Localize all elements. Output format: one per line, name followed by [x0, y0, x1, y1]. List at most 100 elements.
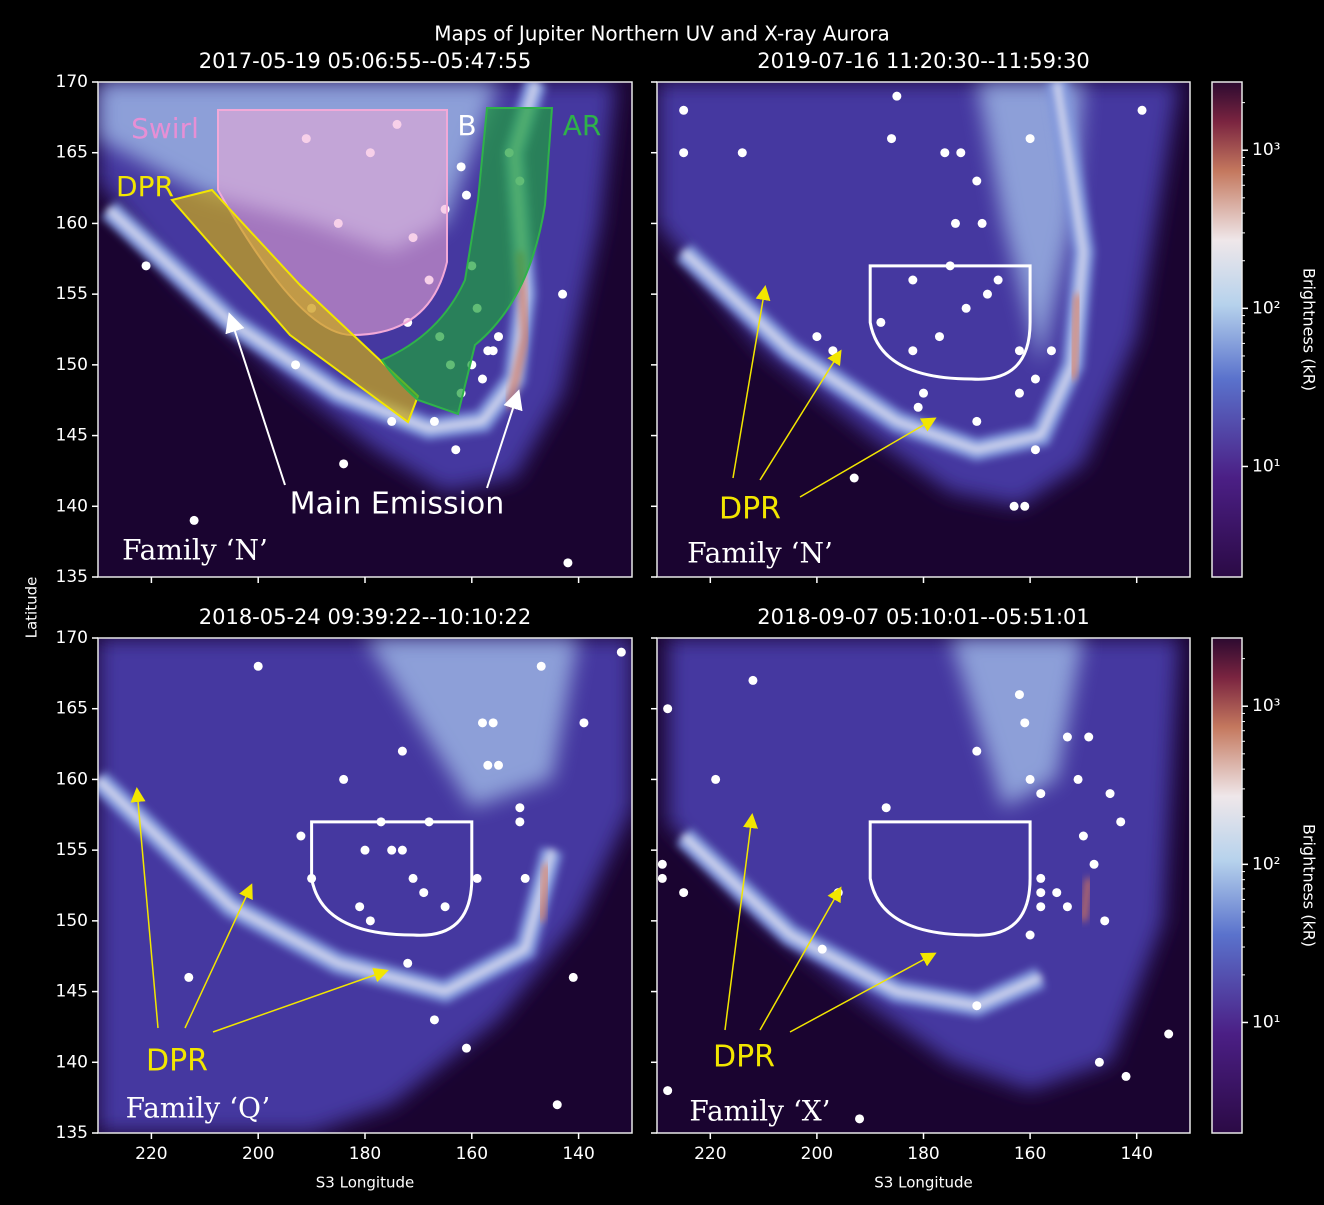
data-point [908, 346, 917, 355]
data-point [339, 775, 348, 784]
data-point [403, 959, 412, 968]
data-point [956, 148, 965, 157]
figure: Maps of Jupiter Northern UV and X-ray Au… [0, 0, 1324, 1205]
data-point [489, 718, 498, 727]
data-point [451, 445, 460, 454]
data-point [1036, 789, 1045, 798]
data-point [430, 1015, 439, 1024]
data-point [142, 261, 151, 270]
data-point [1026, 134, 1035, 143]
data-point [850, 474, 859, 483]
y-tick-label: 160 [56, 213, 88, 233]
annotation: DPR [719, 492, 781, 527]
annotation: B [457, 109, 476, 142]
y-tick-label: 150 [56, 355, 88, 375]
data-point [1036, 902, 1045, 911]
colorbar [1212, 82, 1242, 577]
data-point [494, 332, 503, 341]
data-point [361, 846, 370, 855]
data-point [521, 874, 530, 883]
data-point [478, 718, 487, 727]
x-tick-label: 220 [694, 1144, 726, 1164]
data-point [478, 375, 487, 384]
data-point [1020, 718, 1029, 727]
x-tick-label: 200 [801, 1144, 833, 1164]
data-point [1090, 860, 1099, 869]
data-point [972, 177, 981, 186]
data-point [387, 417, 396, 426]
data-point [1084, 733, 1093, 742]
data-point [387, 846, 396, 855]
data-point [569, 973, 578, 982]
data-point [462, 191, 471, 200]
data-point [425, 817, 434, 826]
y-tick-label: 170 [56, 628, 88, 648]
data-point [972, 747, 981, 756]
data-point [398, 846, 407, 855]
data-point [377, 817, 386, 826]
data-point [887, 134, 896, 143]
data-point [1031, 445, 1040, 454]
data-point [951, 219, 960, 228]
y-tick-label: 140 [56, 496, 88, 516]
data-point [366, 916, 375, 925]
data-point [1122, 1072, 1131, 1081]
data-point [1138, 106, 1147, 115]
y-tick-label: 135 [56, 1123, 88, 1143]
data-point [430, 417, 439, 426]
data-point [489, 346, 498, 355]
data-point [1052, 888, 1061, 897]
data-point [940, 148, 949, 157]
panel-title: 2018-09-07 05:10:01--05:51:01 [757, 605, 1090, 629]
data-point [919, 389, 928, 398]
x-axis-label: S3 Longitude [316, 1174, 414, 1192]
data-point [1074, 775, 1083, 784]
annotation: Swirl [131, 112, 199, 145]
panel-title: 2018-05-24 09:39:22--10:10:22 [199, 605, 532, 629]
data-point [1116, 817, 1125, 826]
data-point [1015, 389, 1024, 398]
data-point [876, 318, 885, 327]
annotation: Family ‘Q’ [126, 1092, 271, 1125]
data-point [1015, 346, 1024, 355]
data-point [679, 148, 688, 157]
data-point [935, 332, 944, 341]
data-point [738, 148, 747, 157]
colorbar [1212, 638, 1242, 1133]
data-point [558, 290, 567, 299]
x-tick-label: 220 [135, 1144, 167, 1164]
data-point [457, 162, 466, 171]
data-point [914, 403, 923, 412]
y-tick-label: 155 [56, 284, 88, 304]
y-tick-label: 170 [56, 72, 88, 92]
y-tick-label: 160 [56, 769, 88, 789]
annotation: Family ‘N’ [122, 534, 268, 567]
data-point [711, 775, 720, 784]
data-point [1036, 888, 1045, 897]
data-point [355, 902, 364, 911]
data-point [441, 902, 450, 911]
data-point [962, 304, 971, 313]
data-point [307, 874, 316, 883]
data-point [946, 261, 955, 270]
data-point [1047, 346, 1056, 355]
annotation: DPR [116, 170, 174, 203]
data-point [855, 1114, 864, 1123]
data-point [983, 290, 992, 299]
x-tick-label: 180 [907, 1144, 939, 1164]
data-point [663, 1086, 672, 1095]
data-point [812, 332, 821, 341]
data-point [1095, 1058, 1104, 1067]
data-point [882, 803, 891, 812]
data-point [184, 973, 193, 982]
data-point [537, 662, 546, 671]
y-axis-label: Latitude [23, 577, 41, 639]
data-point [1015, 690, 1024, 699]
x-tick-label: 140 [562, 1144, 594, 1164]
x-tick-label: 160 [1014, 1144, 1046, 1164]
figure-title: Maps of Jupiter Northern UV and X-ray Au… [434, 22, 889, 46]
data-point [1106, 789, 1115, 798]
x-tick-label: 200 [242, 1144, 274, 1164]
data-point [462, 1044, 471, 1053]
